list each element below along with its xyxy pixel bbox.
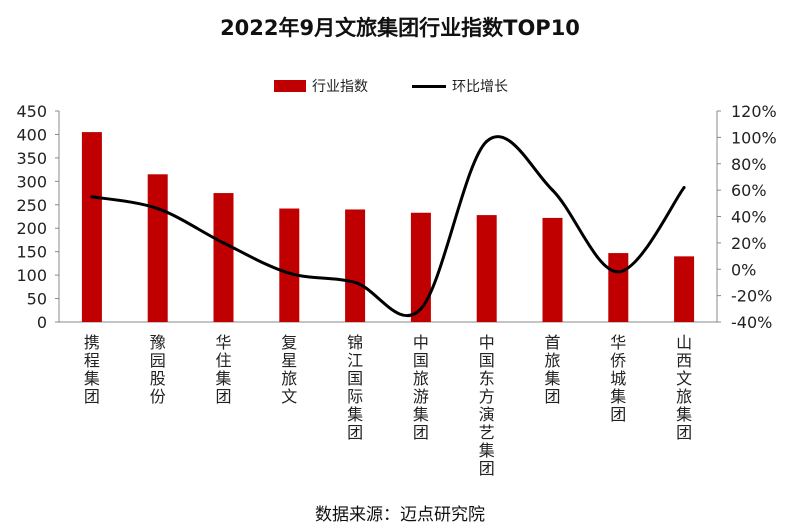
right-tick-label: 100% [731, 128, 777, 147]
left-tick-label: 300 [16, 172, 47, 191]
right-tick-label: 80% [731, 155, 767, 174]
left-tick-label: 50 [27, 290, 47, 309]
left-tick-label: 350 [16, 149, 47, 168]
right-tick-label: 20% [731, 234, 767, 253]
x-tick-label: 中国旅游集团 [413, 333, 429, 442]
left-tick-label: 450 [16, 102, 47, 121]
x-tick-label: 华住集团 [215, 333, 231, 406]
right-tick-label: 120% [731, 102, 777, 121]
growth-point [616, 270, 620, 274]
right-tick-label: 60% [731, 181, 767, 200]
bar [345, 209, 366, 322]
x-tick-label: 复星旅文 [281, 333, 297, 406]
bar [279, 208, 300, 322]
x-tick-label: 华侨城集团 [610, 333, 626, 424]
bar [476, 215, 497, 322]
bar [81, 132, 102, 322]
data-source: 数据来源：迈点研究院 [315, 505, 485, 525]
bar [147, 174, 168, 322]
growth-point [287, 271, 291, 275]
x-tick-label: 豫园股份 [150, 333, 166, 406]
right-tick-label: 0% [731, 260, 756, 279]
x-tick-label: 中国东方演艺集团 [479, 333, 495, 478]
growth-point [682, 185, 686, 189]
left-tick-label: 200 [16, 219, 47, 238]
bar [213, 193, 234, 322]
left-tick-label: 250 [16, 196, 47, 215]
bar [542, 217, 563, 322]
legend: 行业指数 环比增长 [0, 76, 800, 98]
legend-line-swatch [412, 84, 446, 88]
bar [674, 256, 695, 322]
legend-bar-swatch [274, 80, 306, 92]
bar [410, 212, 431, 322]
right-tick-label: -40% [731, 313, 772, 332]
bar [608, 253, 629, 322]
legend-item-bar: 行业指数 [274, 76, 368, 96]
left-tick-label: 150 [16, 243, 47, 262]
right-tick-label: -20% [731, 287, 772, 306]
growth-point [222, 241, 225, 245]
x-tick-label: 锦江国际集团 [347, 333, 363, 442]
growth-point [156, 207, 160, 211]
legend-label-bar: 行业指数 [312, 79, 368, 95]
left-tick-label: 0 [37, 313, 47, 332]
x-tick-label: 首旅集团 [544, 333, 560, 406]
growth-line [91, 135, 686, 318]
growth-point [353, 280, 357, 284]
growth-point [485, 139, 489, 143]
chart-title: 2022年9月文旅集团行业指数TOP10 [220, 16, 580, 40]
left-tick-label: 400 [16, 125, 47, 144]
left-tick-label: 100 [16, 266, 47, 285]
legend-item-line: 环比增长 [412, 76, 508, 96]
growth-point [90, 195, 94, 199]
growth-point [419, 307, 423, 311]
x-tick-label: 山西文旅集团 [676, 333, 692, 442]
right-tick-label: 40% [731, 208, 767, 227]
growth-point [551, 188, 554, 192]
x-tick-label: 携程集团 [84, 333, 100, 406]
legend-label-line: 环比增长 [452, 79, 508, 95]
